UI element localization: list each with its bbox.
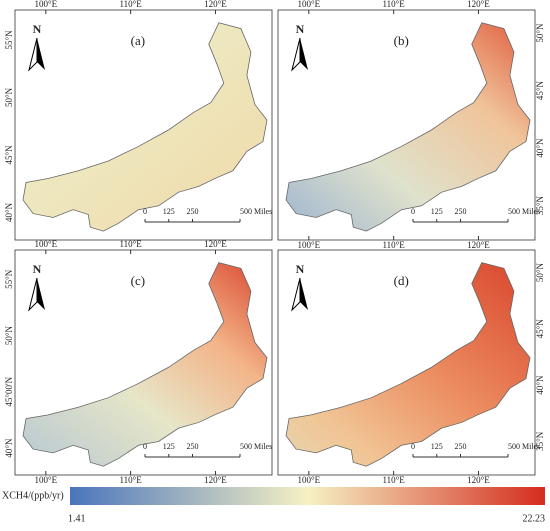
lon-label: 110°E <box>120 239 143 249</box>
panel-label: (b) <box>394 33 409 48</box>
colorbar <box>70 487 545 505</box>
north-arrow <box>300 38 308 70</box>
colorbar-title: XCH4/(ppb/yr) <box>2 490 64 501</box>
scale-label: 250 <box>187 207 199 216</box>
colorbar-max: 22.23 <box>523 513 546 524</box>
scale-label: 125 <box>431 442 443 451</box>
lat-label: 45°00'N <box>4 376 14 406</box>
scale-label: 125 <box>163 207 175 216</box>
lon-label: 110°E <box>383 0 406 9</box>
lon-label: 100°E <box>35 475 58 485</box>
scale-label: 0 <box>411 207 415 216</box>
scale-label: 500 Miles <box>240 207 272 216</box>
north-label: N <box>33 262 42 276</box>
scale-label: 500 Miles <box>508 442 540 451</box>
north-arrow <box>37 38 45 70</box>
panel-label: (a) <box>131 33 145 48</box>
lat-label: 45°N <box>535 319 545 339</box>
north-label: N <box>296 262 305 276</box>
north-arrow <box>300 278 308 310</box>
lat-label: 50°N <box>535 262 545 282</box>
lon-label: 120°E <box>467 240 490 250</box>
scale-label: 500 Miles <box>240 442 272 451</box>
lon-label: 100°E <box>298 0 321 9</box>
lon-label: 120°E <box>204 0 227 9</box>
scale-label: 0 <box>411 442 415 451</box>
panel-label: (d) <box>394 273 409 288</box>
lon-label: 100°E <box>298 240 321 250</box>
lat-label: 40°N <box>4 438 14 458</box>
lon-label: 120°E <box>204 239 227 249</box>
lat-label: 45°N <box>4 145 14 165</box>
lon-label: 110°E <box>383 475 406 485</box>
lon-label: 120°E <box>467 475 490 485</box>
lon-label: 110°E <box>120 0 143 9</box>
scale-label: 125 <box>431 207 443 216</box>
scale-label: 0 <box>143 442 147 451</box>
colorbar-min: 1.41 <box>68 513 86 524</box>
scale-label: 500 Miles <box>508 207 540 216</box>
scale-label: 125 <box>163 442 175 451</box>
lon-label: 120°E <box>204 475 227 485</box>
lat-label: 50°N <box>4 87 14 107</box>
lat-label: 45°N <box>535 80 545 100</box>
scale-label: 250 <box>187 442 199 451</box>
lon-label: 110°E <box>120 475 143 485</box>
lon-label: 100°E <box>298 475 321 485</box>
lat-label: 50°N <box>4 325 14 345</box>
north-label: N <box>296 22 305 36</box>
lat-label: 55°N <box>4 269 14 289</box>
lat-label: 35°N <box>535 431 545 451</box>
lat-label: 40°N <box>535 375 545 395</box>
scale-label: 250 <box>455 207 467 216</box>
lat-label: 50°N <box>535 23 545 43</box>
lat-label: 40°N <box>4 202 14 222</box>
lat-label: 40°N <box>535 138 545 158</box>
lon-label: 120°E <box>467 0 490 9</box>
panel-label: (c) <box>131 273 145 288</box>
lon-label: 110°E <box>383 240 406 250</box>
north-label: N <box>33 22 42 36</box>
lon-label: 100°E <box>35 0 58 9</box>
scale-label: 0 <box>143 207 147 216</box>
lat-label: 35°N <box>535 195 545 215</box>
lat-label: 55°N <box>4 30 14 50</box>
lon-label: 100°E <box>35 239 58 249</box>
north-arrow <box>37 278 45 310</box>
scale-label: 250 <box>455 442 467 451</box>
